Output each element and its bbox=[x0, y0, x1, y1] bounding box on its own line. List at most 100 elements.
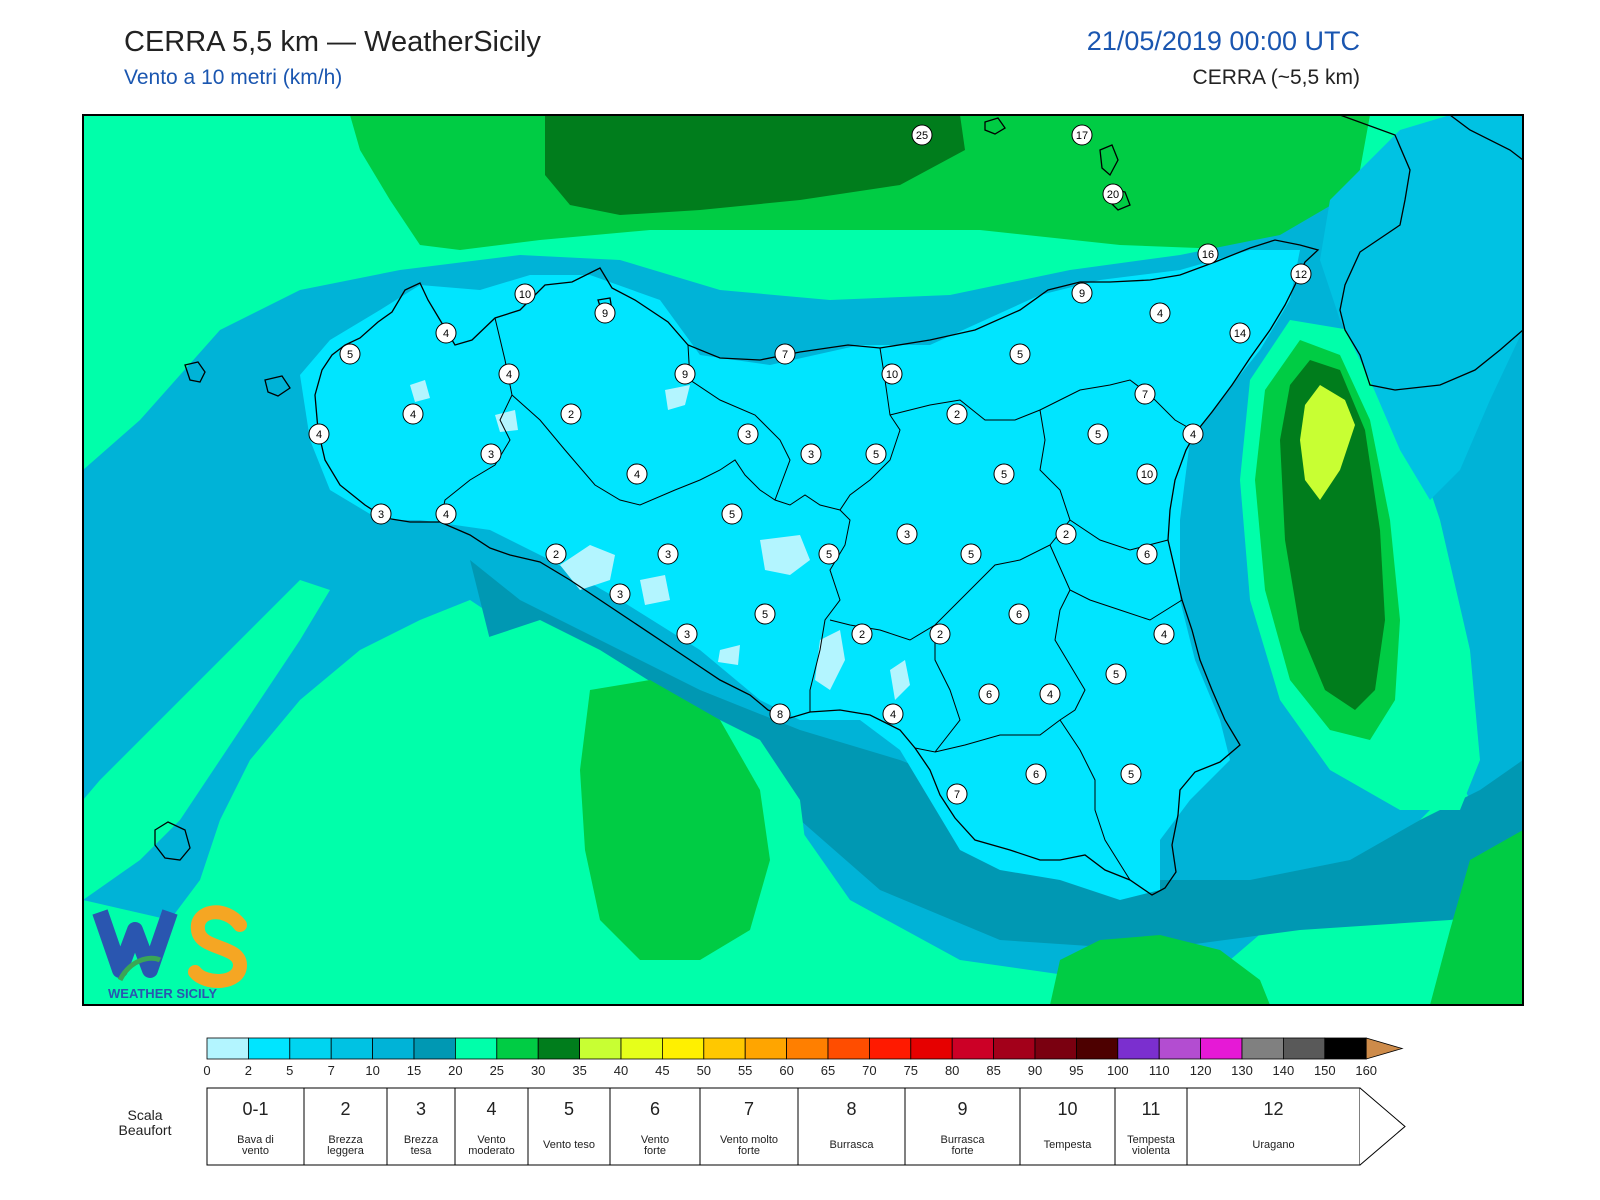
beaufort-description: Vento moderato bbox=[468, 1134, 514, 1157]
wind-label-value: 2 bbox=[553, 549, 559, 561]
field-aqua-sw bbox=[83, 580, 330, 900]
beaufort-description: Vento forte bbox=[641, 1134, 669, 1157]
wind-label-value: 2 bbox=[859, 629, 865, 641]
colorbar-segment bbox=[496, 1037, 539, 1060]
wind-label-value: 5 bbox=[968, 549, 974, 561]
beaufort-cell-box bbox=[386, 1087, 456, 1166]
wind-label: 4 bbox=[882, 703, 904, 725]
wind-label-value: 4 bbox=[1157, 308, 1163, 320]
wind-label: 3 bbox=[676, 623, 698, 645]
beaufort-arrow bbox=[1359, 1087, 1406, 1166]
colorbar-tick: 10 bbox=[365, 1063, 379, 1078]
wind-label-value: 9 bbox=[602, 308, 608, 320]
wind-label-circle bbox=[1009, 343, 1031, 365]
colorbar-segment bbox=[372, 1037, 415, 1060]
wind-label-value: 6 bbox=[986, 689, 992, 701]
wind-label: 4 bbox=[435, 503, 457, 525]
field-pale bbox=[760, 535, 810, 575]
colorbar-segment bbox=[1324, 1037, 1367, 1060]
wind-label-value: 3 bbox=[904, 529, 910, 541]
wind-label-circle bbox=[769, 703, 791, 725]
wind-label-value: 5 bbox=[347, 349, 353, 361]
beaufort-number: 3 bbox=[416, 1099, 426, 1119]
wind-label-circle bbox=[480, 443, 502, 465]
wind-label: 3 bbox=[800, 443, 822, 465]
colorbar-tick: 85 bbox=[986, 1063, 1000, 1078]
colorbar-segment bbox=[1241, 1037, 1284, 1060]
wind-label: 6 bbox=[1008, 603, 1030, 625]
calabria-coast bbox=[1339, 114, 1524, 391]
wind-label: 10 bbox=[881, 363, 903, 385]
wind-label-value: 4 bbox=[506, 369, 512, 381]
field-pale bbox=[665, 385, 690, 410]
wind-label: 16 bbox=[1197, 243, 1219, 265]
wind-label-circle bbox=[851, 623, 873, 645]
colorbar-segment bbox=[289, 1037, 332, 1060]
wind-label: 2 bbox=[1055, 523, 1077, 545]
beaufort-number: 9 bbox=[957, 1099, 967, 1119]
wind-label-value: 8 bbox=[777, 709, 783, 721]
colorbar-segment bbox=[1034, 1037, 1077, 1060]
wind-label-circle bbox=[882, 703, 904, 725]
wind-label: 10 bbox=[1136, 463, 1158, 485]
colorbar-tick: 60 bbox=[779, 1063, 793, 1078]
wind-label: 5 bbox=[1009, 343, 1031, 365]
logo-w-letter bbox=[92, 909, 178, 978]
wind-label-circle bbox=[800, 443, 822, 465]
wind-label-circle bbox=[657, 543, 679, 565]
wind-label: 6 bbox=[1136, 543, 1158, 565]
colorbar-tick: 140 bbox=[1273, 1063, 1295, 1078]
wind-label-value: 5 bbox=[1095, 429, 1101, 441]
field-green-se bbox=[1050, 935, 1270, 1005]
wind-label-value: 5 bbox=[729, 509, 735, 521]
colorbar-tick: 110 bbox=[1149, 1063, 1170, 1078]
colorbar-segment bbox=[951, 1037, 995, 1060]
wind-label-circle bbox=[896, 523, 918, 545]
wind-label-value: 14 bbox=[1234, 328, 1246, 340]
wind-label-value: 9 bbox=[1079, 288, 1085, 300]
wind-label-value: 10 bbox=[1141, 469, 1153, 481]
colorbar-tick: 40 bbox=[614, 1063, 628, 1078]
colorbar-segment bbox=[1158, 1037, 1201, 1060]
colorbar-segment bbox=[413, 1037, 456, 1060]
field-darkgreen-north bbox=[545, 115, 965, 215]
wind-label-value: 3 bbox=[488, 449, 494, 461]
colorbar-segment bbox=[537, 1037, 581, 1060]
colorbar-segment bbox=[744, 1037, 788, 1060]
wind-label-circle bbox=[1134, 383, 1156, 405]
wind-label-circle bbox=[774, 343, 796, 365]
wind-label-value: 6 bbox=[1016, 609, 1022, 621]
wind-label: 3 bbox=[657, 543, 679, 565]
wind-label-value: 5 bbox=[1017, 349, 1023, 361]
colorbar-arrow bbox=[1365, 1037, 1404, 1060]
wind-label-value: 6 bbox=[1033, 769, 1039, 781]
wind-label: 9 bbox=[594, 302, 616, 324]
wind-label: 3 bbox=[480, 443, 502, 465]
field-pale bbox=[410, 380, 430, 402]
beaufort-number: 11 bbox=[1142, 1099, 1161, 1119]
beaufort-cell: 5 Vento teso bbox=[527, 1087, 611, 1166]
wind-label-value: 2 bbox=[568, 409, 574, 421]
wind-label-value: 2 bbox=[954, 409, 960, 421]
wind-label: 2 bbox=[946, 403, 968, 425]
beaufort-number: 4 bbox=[486, 1099, 496, 1119]
beaufort-number: 2 bbox=[340, 1099, 350, 1119]
beaufort-cell-box bbox=[797, 1087, 906, 1166]
wind-label: 17 bbox=[1071, 124, 1093, 146]
wind-label: 5 bbox=[754, 603, 776, 625]
wind-label-circle bbox=[737, 423, 759, 445]
field-pale bbox=[890, 660, 910, 700]
field-pale bbox=[815, 630, 845, 690]
wind-label-value: 5 bbox=[826, 549, 832, 561]
beaufort-cell-box bbox=[609, 1087, 701, 1166]
colorbar-tick: 65 bbox=[821, 1063, 835, 1078]
wind-label-circle bbox=[1136, 463, 1158, 485]
wind-label: 5 bbox=[1087, 423, 1109, 445]
wind-label-circle bbox=[308, 423, 330, 445]
wind-label-value: 3 bbox=[378, 509, 384, 521]
colorbar-tick: 15 bbox=[407, 1063, 421, 1078]
wind-label: 14 bbox=[1229, 322, 1251, 344]
colorbar-segment bbox=[1117, 1037, 1160, 1060]
wind-label-circle bbox=[881, 363, 903, 385]
